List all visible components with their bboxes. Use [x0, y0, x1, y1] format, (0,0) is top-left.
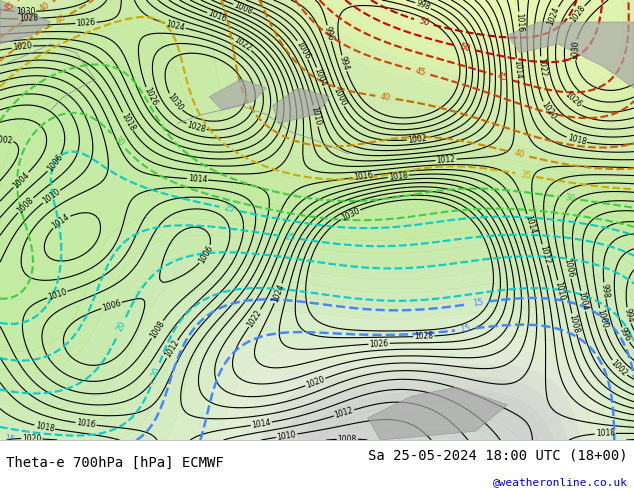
Text: 1010: 1010	[553, 280, 567, 301]
Text: 1024: 1024	[271, 283, 286, 304]
Text: 1008: 1008	[232, 0, 254, 16]
Text: 1024: 1024	[165, 19, 186, 32]
Text: 1006: 1006	[101, 298, 122, 313]
Text: 20: 20	[115, 320, 128, 333]
Text: 30: 30	[564, 193, 576, 204]
Text: 25: 25	[284, 232, 296, 243]
Text: 40: 40	[380, 92, 391, 103]
Text: 1000: 1000	[595, 308, 609, 329]
Text: 1016: 1016	[353, 171, 373, 182]
Text: 1010: 1010	[309, 106, 322, 126]
Text: 1014: 1014	[51, 212, 72, 231]
Text: 1004: 1004	[11, 170, 31, 190]
Polygon shape	[0, 0, 51, 44]
Text: 1028: 1028	[186, 120, 207, 134]
Text: 1006: 1006	[562, 258, 575, 279]
Text: 1012: 1012	[163, 339, 181, 360]
Text: 998: 998	[599, 283, 610, 298]
Text: 1006: 1006	[45, 153, 64, 173]
Text: Theta-e 700hPa [hPa] ECMWF: Theta-e 700hPa [hPa] ECMWF	[6, 456, 224, 469]
Text: 40: 40	[38, 0, 51, 14]
Text: 996: 996	[323, 25, 335, 42]
Text: 1000: 1000	[331, 86, 347, 107]
Text: 1006: 1006	[294, 39, 311, 60]
Text: 1012: 1012	[436, 155, 456, 165]
Text: 1024: 1024	[546, 6, 562, 27]
Text: 1014: 1014	[251, 418, 271, 430]
Text: 998: 998	[415, 0, 432, 12]
Text: 1014: 1014	[188, 174, 207, 185]
Text: 25: 25	[223, 203, 235, 215]
Text: 1016: 1016	[207, 9, 228, 24]
Text: 1010: 1010	[41, 187, 62, 206]
Text: @weatheronline.co.uk: @weatheronline.co.uk	[493, 477, 628, 488]
Text: 35: 35	[520, 170, 532, 180]
Text: 1002: 1002	[0, 135, 13, 145]
Text: 1020: 1020	[539, 100, 557, 121]
Text: 1008: 1008	[337, 435, 357, 443]
Text: 1008: 1008	[567, 314, 581, 334]
Text: 30: 30	[112, 134, 126, 148]
Text: 1028: 1028	[19, 14, 39, 24]
Text: 1006: 1006	[197, 244, 215, 265]
Text: Sa 25-05-2024 18:00 UTC (18+00): Sa 25-05-2024 18:00 UTC (18+00)	[368, 448, 628, 462]
Text: 1016: 1016	[76, 418, 96, 430]
Text: 15: 15	[460, 324, 471, 335]
Text: 1026: 1026	[370, 339, 389, 348]
Text: 996: 996	[618, 326, 633, 343]
Text: 1020: 1020	[305, 374, 326, 390]
Text: 1022: 1022	[536, 57, 547, 77]
Text: 45: 45	[3, 0, 16, 13]
Text: 1012: 1012	[333, 406, 354, 420]
Text: 1018: 1018	[388, 171, 408, 182]
Text: 1004: 1004	[576, 291, 590, 312]
Text: 50: 50	[459, 42, 471, 53]
Text: 1014: 1014	[512, 59, 522, 79]
Text: 1028: 1028	[414, 332, 434, 341]
Text: 1004: 1004	[313, 67, 328, 88]
Text: 1008: 1008	[148, 319, 166, 340]
Text: 1002: 1002	[609, 358, 629, 378]
Text: 1012: 1012	[538, 244, 552, 265]
Text: 1014: 1014	[523, 214, 537, 235]
Text: 1018: 1018	[119, 111, 136, 132]
Polygon shape	[209, 79, 266, 110]
Text: 15: 15	[472, 298, 484, 308]
Text: 994: 994	[623, 307, 634, 324]
Polygon shape	[273, 88, 330, 123]
Text: 1016: 1016	[514, 12, 525, 32]
Text: 45: 45	[496, 72, 509, 83]
Text: 1026: 1026	[563, 90, 584, 109]
Polygon shape	[507, 22, 634, 88]
Text: 1030: 1030	[165, 92, 184, 113]
Text: 1022: 1022	[232, 35, 253, 53]
Text: 1018: 1018	[595, 429, 615, 439]
Text: 15: 15	[4, 434, 15, 444]
Text: 1030: 1030	[340, 206, 361, 222]
Text: 1026: 1026	[142, 86, 158, 107]
Text: 1022: 1022	[246, 308, 264, 329]
Text: 1028: 1028	[569, 3, 587, 24]
Polygon shape	[368, 387, 507, 440]
Text: 1030: 1030	[570, 40, 580, 60]
Text: 50: 50	[417, 16, 430, 28]
Text: 1010: 1010	[276, 430, 297, 441]
Text: 1030: 1030	[16, 7, 35, 16]
Text: 1008: 1008	[15, 195, 36, 215]
Text: 1002: 1002	[407, 133, 427, 145]
Text: 1018: 1018	[566, 134, 587, 147]
Text: 994: 994	[338, 55, 351, 72]
Text: 1026: 1026	[76, 18, 96, 28]
Text: 1020: 1020	[12, 42, 32, 52]
Text: 20: 20	[150, 366, 162, 379]
Text: 1020: 1020	[22, 434, 42, 443]
Text: 40: 40	[54, 13, 68, 26]
Text: 1018: 1018	[34, 421, 55, 434]
Text: 40: 40	[513, 148, 526, 160]
Text: 45: 45	[414, 66, 427, 78]
Text: 1010: 1010	[47, 287, 68, 302]
